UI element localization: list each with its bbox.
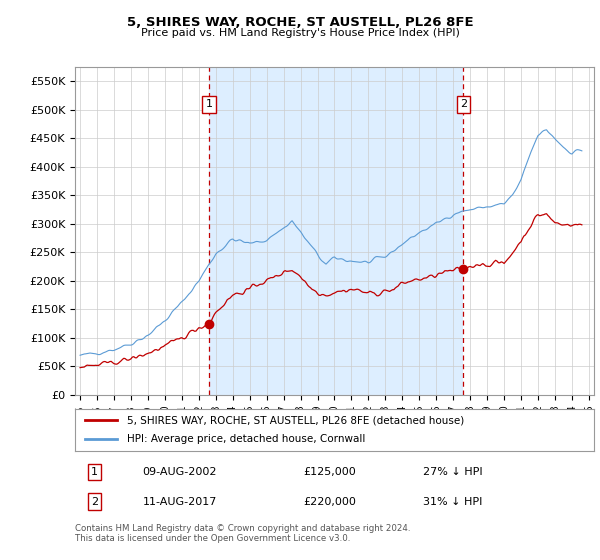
Text: 1: 1 — [91, 467, 98, 477]
Text: 2: 2 — [91, 497, 98, 507]
Text: 11-AUG-2017: 11-AUG-2017 — [142, 497, 217, 507]
Text: £220,000: £220,000 — [304, 497, 356, 507]
Text: 31% ↓ HPI: 31% ↓ HPI — [423, 497, 482, 507]
Text: 09-AUG-2002: 09-AUG-2002 — [142, 467, 217, 477]
Text: 1: 1 — [205, 99, 212, 109]
Text: 2: 2 — [460, 99, 467, 109]
Text: Price paid vs. HM Land Registry's House Price Index (HPI): Price paid vs. HM Land Registry's House … — [140, 28, 460, 38]
Text: 27% ↓ HPI: 27% ↓ HPI — [423, 467, 482, 477]
Text: 5, SHIRES WAY, ROCHE, ST AUSTELL, PL26 8FE: 5, SHIRES WAY, ROCHE, ST AUSTELL, PL26 8… — [127, 16, 473, 29]
Text: £125,000: £125,000 — [304, 467, 356, 477]
Text: Contains HM Land Registry data © Crown copyright and database right 2024.
This d: Contains HM Land Registry data © Crown c… — [75, 524, 410, 543]
Text: HPI: Average price, detached house, Cornwall: HPI: Average price, detached house, Corn… — [127, 435, 365, 445]
Bar — [209, 67, 463, 395]
Text: 5, SHIRES WAY, ROCHE, ST AUSTELL, PL26 8FE (detached house): 5, SHIRES WAY, ROCHE, ST AUSTELL, PL26 8… — [127, 415, 464, 425]
